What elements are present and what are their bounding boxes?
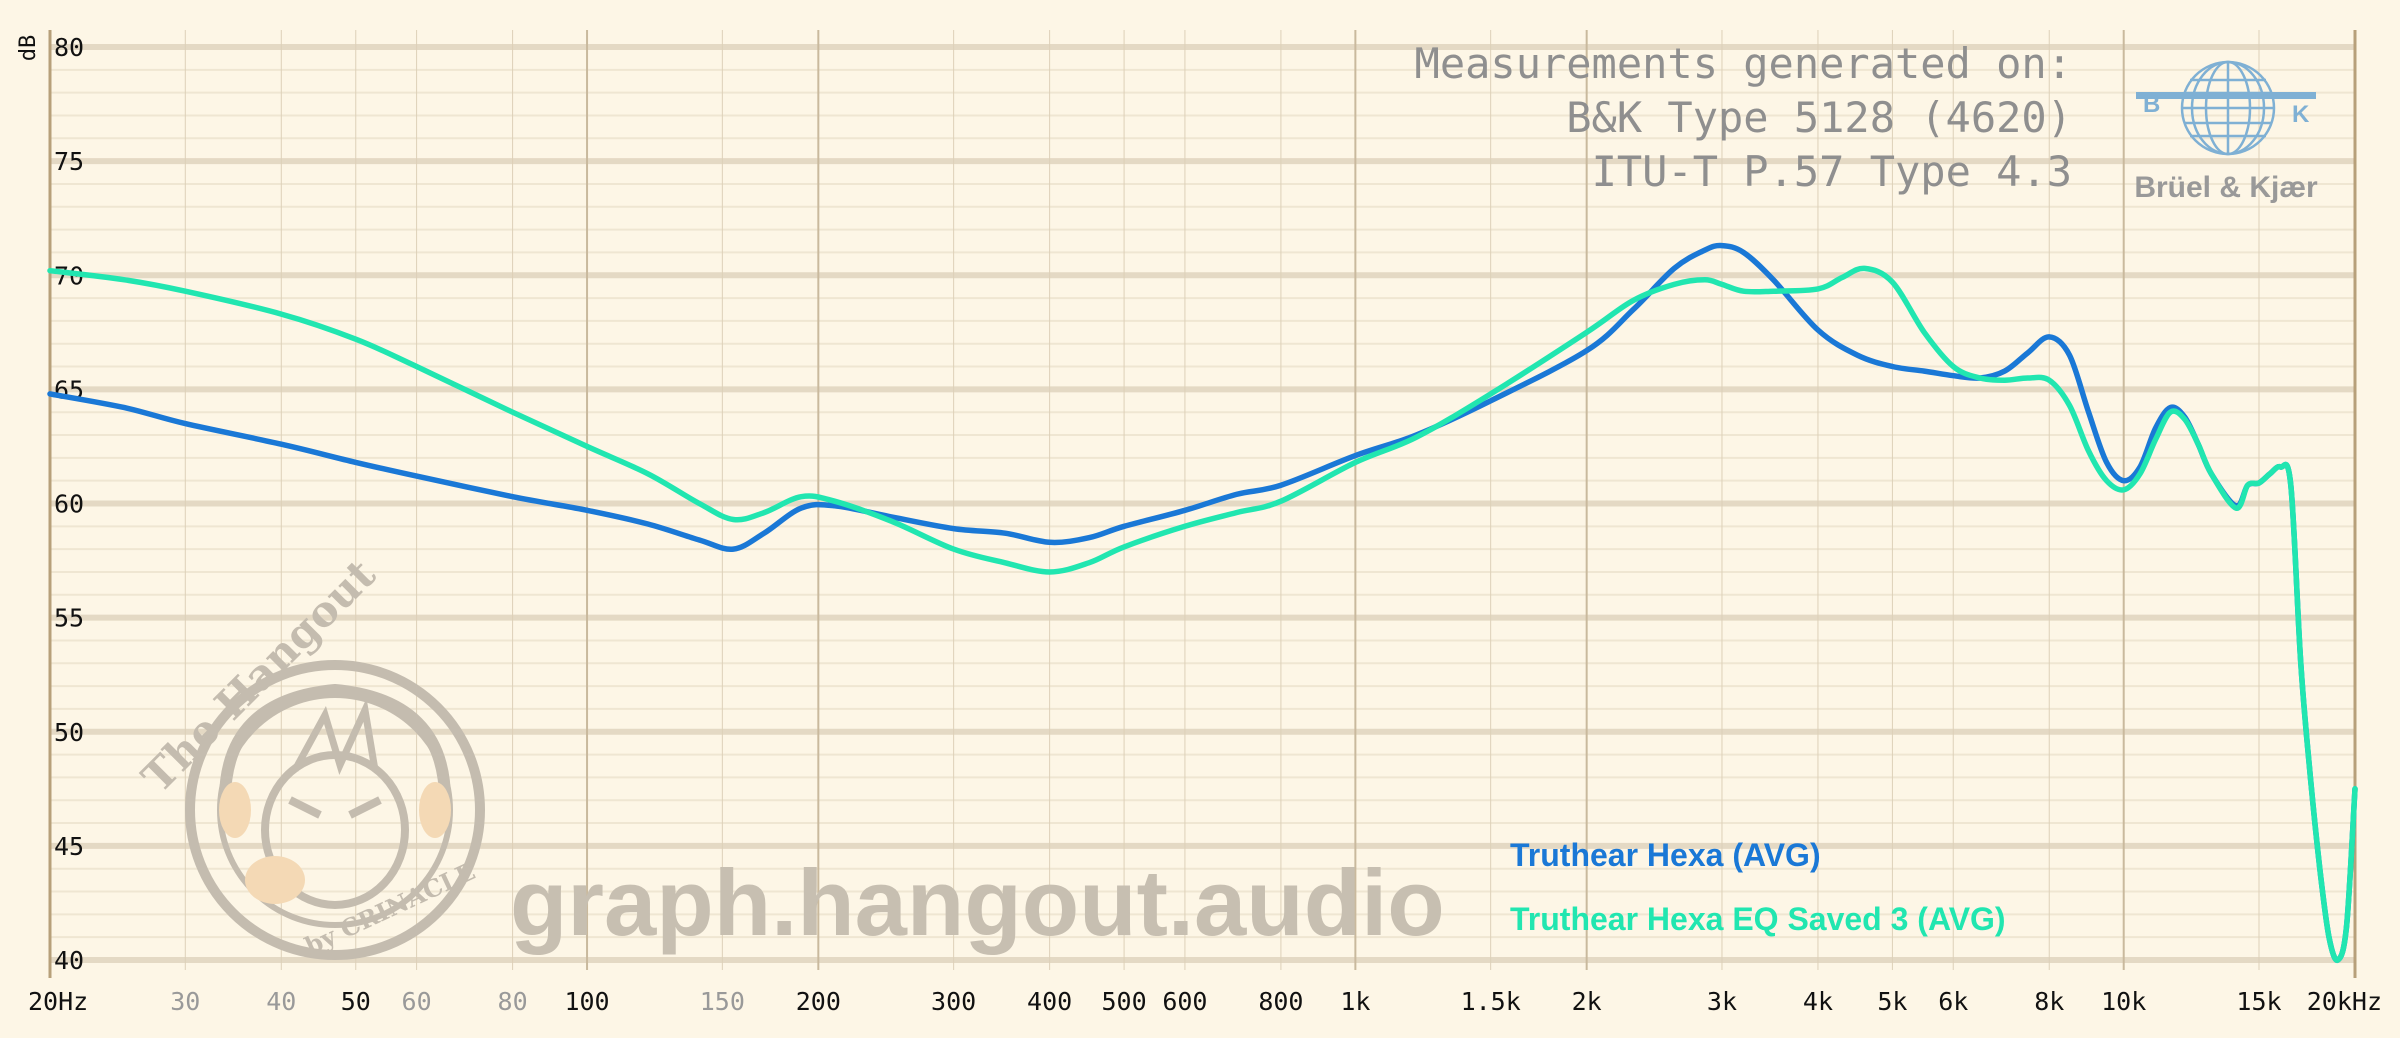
- x-tick-label: 3k: [1707, 987, 1737, 1016]
- bruel-kjaer-logo: B K Brüel & Kjær: [2134, 60, 2318, 204]
- x-tick-label: 6k: [1938, 987, 1968, 1016]
- x-tick-label: 2k: [1572, 987, 1602, 1016]
- x-axis-tick-labels: 20Hz 30 40 50 60 80 100 150 200 300 400 500 600 800 1k…: [28, 987, 2382, 1016]
- x-tick-label: 20Hz: [28, 987, 88, 1016]
- x-tick-label: 20kHz: [2307, 987, 2382, 1016]
- x-tick-label: 8k: [2034, 987, 2064, 1016]
- x-tick-label: 80: [498, 987, 528, 1016]
- y-tick-label: 40: [54, 946, 84, 975]
- y-tick-label: 80: [54, 33, 84, 62]
- y-tick-label: 55: [54, 604, 84, 633]
- y-tick-label: 50: [54, 718, 84, 747]
- logo-letter-b: B: [2143, 91, 2160, 118]
- x-tick-label: 500: [1102, 987, 1147, 1016]
- x-tick-label: 30: [170, 987, 200, 1016]
- x-tick-label: 400: [1027, 987, 1072, 1016]
- measurement-line-2: B&K Type 5128 (4620): [1566, 93, 2072, 142]
- x-tick-label: 150: [700, 987, 745, 1016]
- y-tick-label: 45: [54, 832, 84, 861]
- x-tick-label: 40: [266, 987, 296, 1016]
- logo-letter-k: K: [2292, 101, 2310, 128]
- legend-entry-1[interactable]: Truthear Hexa (AVG): [1510, 837, 1821, 873]
- x-tick-label: 600: [1162, 987, 1207, 1016]
- x-tick-label: 50: [341, 987, 371, 1016]
- x-tick-label: 800: [1258, 987, 1303, 1016]
- x-tick-label: 100: [564, 987, 609, 1016]
- x-tick-label: 4k: [1803, 987, 1833, 1016]
- vertical-gridlines: [48, 30, 2357, 978]
- x-tick-label: 10k: [2101, 987, 2146, 1016]
- x-tick-label: 200: [796, 987, 841, 1016]
- legend: Truthear Hexa (AVG) Truthear Hexa EQ Sav…: [1510, 837, 2006, 937]
- series-lines: [47, 242, 2358, 963]
- x-tick-label: 15k: [2236, 987, 2281, 1016]
- series-line-2[interactable]: [47, 265, 2358, 963]
- y-tick-label: 60: [54, 490, 84, 519]
- globe-icon: [2180, 60, 2276, 156]
- logo-bar: [2136, 92, 2316, 99]
- x-tick-label: 60: [402, 987, 432, 1016]
- y-tick-label: 75: [54, 147, 84, 176]
- legend-entry-2[interactable]: Truthear Hexa EQ Saved 3 (AVG): [1510, 901, 2006, 937]
- measurement-line-1: Measurements generated on:: [1415, 39, 2072, 88]
- hangout-logo-mascot: [185, 660, 485, 960]
- x-tick-label: 1.5k: [1461, 987, 1521, 1016]
- logo-name: Brüel & Kjær: [2134, 171, 2318, 204]
- measurement-info: Measurements generated on: B&K Type 5128…: [1415, 39, 2072, 196]
- x-tick-label: 5k: [1877, 987, 1907, 1016]
- measurement-line-3: ITU-T P.57 Type 4.3: [1592, 147, 2072, 196]
- y-axis-label: dB: [16, 35, 41, 62]
- x-tick-label: 1k: [1340, 987, 1370, 1016]
- watermark-url: graph.hangout.audio: [510, 850, 1445, 955]
- x-tick-label: 300: [931, 987, 976, 1016]
